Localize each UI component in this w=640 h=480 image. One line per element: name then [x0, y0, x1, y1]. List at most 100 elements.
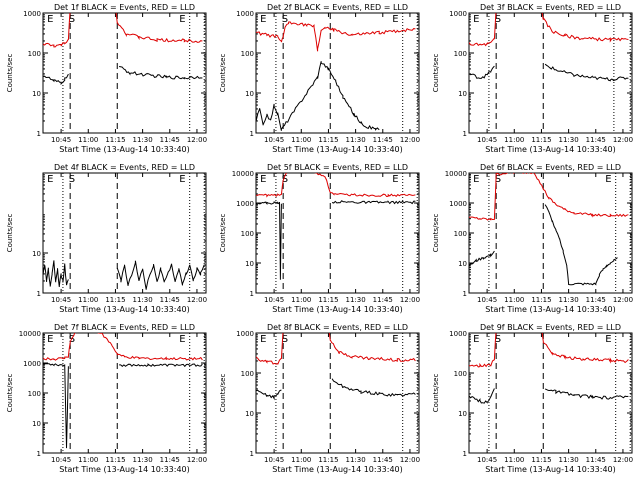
marker-e: E: [392, 174, 398, 185]
x-tick-label: 11:30: [133, 456, 153, 464]
chart-title: Det 5f BLACK = Events, RED = LLD: [267, 163, 408, 172]
x-tick-label: 12:00: [613, 136, 633, 144]
x-tick-label: 11:30: [133, 136, 153, 144]
x-tick-label: 11:00: [78, 456, 98, 464]
x-tick-label: 11:45: [160, 456, 180, 464]
y-axis-label: Counts/sec: [219, 54, 227, 93]
x-tick-label: 11:00: [291, 136, 311, 144]
y-tick-label: 10: [458, 410, 467, 418]
marker-e: E: [392, 334, 398, 345]
marker-e: E: [260, 14, 266, 25]
y-tick-label: 100: [241, 50, 254, 58]
marker-e: E: [47, 14, 53, 25]
x-tick-label: 11:15: [105, 136, 125, 144]
x-tick-label: 11:15: [531, 296, 551, 304]
series-line: [43, 260, 69, 288]
x-axis-label: Start Time (13-Aug-14 10:33:40): [59, 305, 190, 314]
x-tick-label: 11:00: [78, 136, 98, 144]
x-tick-label: 11:45: [160, 136, 180, 144]
y-tick-label: 10: [458, 90, 467, 98]
x-tick-label: 11:30: [133, 296, 153, 304]
chart-title: Det 1f BLACK = Events, RED = LLD: [54, 3, 195, 12]
x-tick-label: 11:00: [291, 296, 311, 304]
y-tick-label: 100: [454, 370, 467, 378]
x-tick-label: 11:45: [586, 296, 606, 304]
x-tick-label: 10:45: [51, 136, 71, 144]
x-tick-label: 10:45: [51, 456, 71, 464]
series-line: [469, 204, 618, 286]
marker-e: E: [473, 14, 479, 25]
x-axis-label: Start Time (13-Aug-14 10:33:40): [272, 465, 403, 474]
x-tick-label: 10:45: [264, 136, 284, 144]
y-tick-label: 1: [37, 130, 41, 138]
marker-e: E: [179, 334, 185, 345]
y-tick-label: 1: [37, 450, 41, 458]
marker-e: E: [179, 174, 185, 185]
y-tick-label: 1: [463, 130, 467, 138]
y-tick-label: 1000: [23, 10, 41, 18]
x-axis-label: Start Time (13-Aug-14 10:33:40): [485, 145, 616, 154]
x-tick-label: 11:15: [318, 456, 338, 464]
y-tick-label: 1: [250, 290, 254, 298]
marker-s: S: [282, 174, 288, 185]
marker-e: E: [473, 174, 479, 185]
marker-s: S: [282, 14, 288, 25]
y-axis-label: Counts/sec: [219, 214, 227, 253]
x-axis-label: Start Time (13-Aug-14 10:33:40): [272, 305, 403, 314]
series-line: [43, 66, 203, 85]
chart-title: Det 4f BLACK = Events, RED = LLD: [54, 163, 195, 172]
marker-e: E: [603, 14, 609, 25]
series-line: [469, 13, 629, 47]
x-tick-label: 11:15: [105, 296, 125, 304]
x-tick-label: 11:45: [373, 296, 393, 304]
series-line: [43, 363, 203, 449]
y-axis-label: Counts/sec: [6, 374, 14, 413]
chart-title: Det 6f BLACK = Events, RED = LLD: [480, 163, 621, 172]
x-tick-label: 12:00: [187, 296, 207, 304]
y-tick-label: 100: [454, 230, 467, 238]
marker-e: E: [605, 334, 611, 345]
chart-title: Det 8f BLACK = Events, RED = LLD: [267, 323, 408, 332]
x-tick-label: 11:45: [586, 456, 606, 464]
marker-e: E: [47, 174, 53, 185]
x-tick-label: 10:45: [264, 456, 284, 464]
x-axis-label: Start Time (13-Aug-14 10:33:40): [272, 145, 403, 154]
series-line: [256, 333, 416, 365]
y-tick-label: 10: [32, 420, 41, 428]
x-tick-label: 11:15: [531, 136, 551, 144]
y-axis-label: Counts/sec: [6, 54, 14, 93]
marker-e: E: [260, 174, 266, 185]
x-tick-label: 11:45: [586, 136, 606, 144]
plot-frame: [42, 12, 207, 134]
x-tick-label: 11:30: [559, 136, 579, 144]
marker-s: S: [69, 334, 75, 345]
x-axis-label: Start Time (13-Aug-14 10:33:40): [485, 305, 616, 314]
chart-title: Det 7f BLACK = Events, RED = LLD: [54, 323, 195, 332]
x-tick-label: 12:00: [187, 136, 207, 144]
marker-s: S: [282, 334, 288, 345]
y-axis-label: Counts/sec: [219, 374, 227, 413]
y-tick-label: 100: [241, 370, 254, 378]
y-tick-label: 1000: [449, 330, 467, 338]
plot-frame: [468, 172, 633, 294]
x-tick-label: 10:45: [477, 136, 497, 144]
y-tick-label: 1000: [23, 360, 41, 368]
y-tick-label: 10: [245, 410, 254, 418]
x-axis-label: Start Time (13-Aug-14 10:33:40): [485, 465, 616, 474]
x-tick-label: 11:15: [318, 136, 338, 144]
x-tick-label: 11:30: [346, 296, 366, 304]
marker-e: E: [179, 14, 185, 25]
series-line: [469, 173, 629, 221]
x-tick-label: 12:00: [187, 456, 207, 464]
y-tick-label: 1000: [449, 10, 467, 18]
y-tick-label: 1: [37, 290, 41, 298]
y-tick-label: 1000: [236, 10, 254, 18]
y-tick-label: 10000: [232, 170, 254, 178]
x-tick-label: 11:45: [373, 456, 393, 464]
